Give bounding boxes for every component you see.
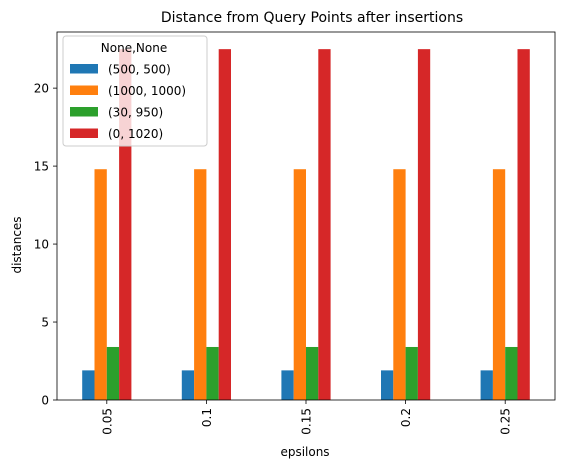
bar-series-1-cat-5 xyxy=(480,370,493,400)
x-tick-label: 0.15 xyxy=(300,408,314,435)
x-tick-label: 0.25 xyxy=(499,408,513,435)
bar-series-3-cat-5 xyxy=(505,346,518,400)
bar-series-2-cat-2 xyxy=(194,169,207,400)
legend-swatch xyxy=(70,64,98,74)
bar-series-4-cat-5 xyxy=(517,49,530,401)
bar-series-1-cat-3 xyxy=(281,370,294,400)
legend-entry-label: (30, 950) xyxy=(108,106,163,120)
legend-entry-label: (0, 1020) xyxy=(108,127,163,141)
bar-series-2-cat-5 xyxy=(492,169,506,400)
legend: None,None (500, 500) (1000, 1000) (30, 950… xyxy=(62,35,208,147)
legend-swatch xyxy=(70,128,98,138)
legend-title: None,None xyxy=(101,41,167,55)
legend-swatch xyxy=(70,107,98,117)
bar-series-1-cat-1 xyxy=(82,370,95,400)
x-tick-label: 0.2 xyxy=(399,408,413,427)
bar-series-3-cat-1 xyxy=(106,346,120,400)
chart-title: Distance from Query Points after inserti… xyxy=(161,10,463,26)
y-tick-label: 5 xyxy=(41,315,49,329)
x-tick-label: 0.05 xyxy=(100,408,114,435)
legend-swatch xyxy=(70,85,98,95)
legend-entry-label: (500, 500) xyxy=(108,63,171,77)
y-tick-label: 10 xyxy=(34,237,49,251)
y-tick-label: 15 xyxy=(34,159,49,173)
x-tick-label: 0.1 xyxy=(200,408,214,427)
bar-series-2-cat-1 xyxy=(94,169,107,400)
bar-series-4-cat-3 xyxy=(318,49,331,401)
bar-series-1-cat-4 xyxy=(381,370,394,400)
bar-series-4-cat-4 xyxy=(417,49,431,401)
axes-layer: 0.05 0.1 0.15 0.2 0.25 0 5 10 15 20 xyxy=(34,31,556,435)
bar-series-1-cat-2 xyxy=(181,370,195,400)
legend-frame xyxy=(62,35,208,147)
legend-entry-label: (1000, 1000) xyxy=(108,84,186,98)
y-tick-label: 0 xyxy=(41,393,49,407)
bar-series-3-cat-2 xyxy=(206,346,219,400)
y-axis-label: distances xyxy=(10,216,24,273)
bar-series-3-cat-4 xyxy=(405,346,418,400)
bar-series-2-cat-3 xyxy=(293,169,306,400)
bar-series-2-cat-4 xyxy=(393,169,406,400)
bar-series-3-cat-3 xyxy=(306,346,319,400)
plot-frame xyxy=(56,31,556,401)
x-axis-label: epsilons xyxy=(280,445,329,459)
y-tick-label: 20 xyxy=(34,81,49,95)
bar-series-4-cat-2 xyxy=(218,49,231,401)
